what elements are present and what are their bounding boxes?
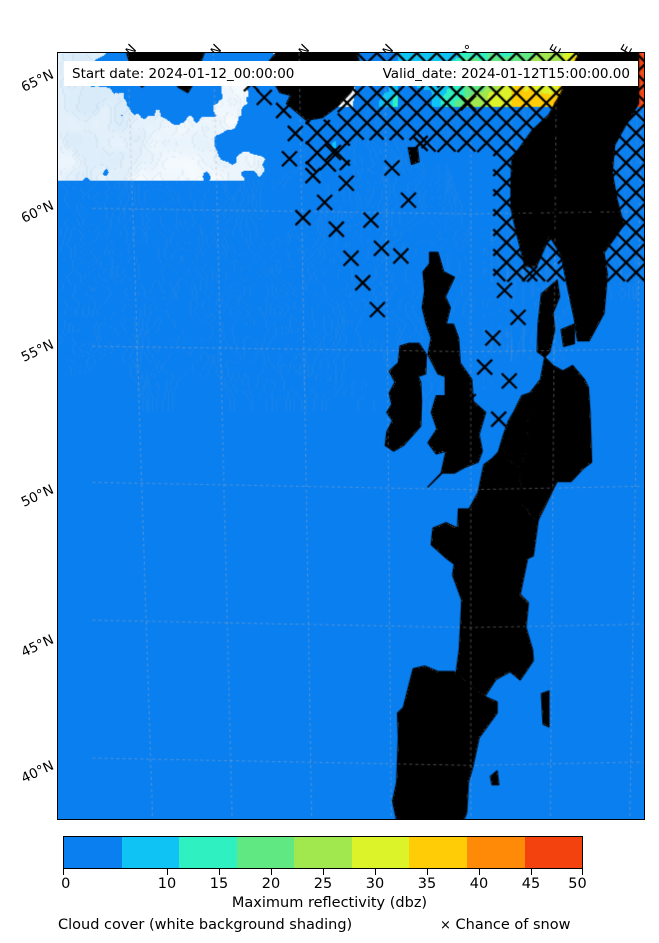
colorbar-label-8: 45 — [521, 876, 541, 892]
colorbar-container: 0 10 15 20 25 30 35 40 45 50 — [61, 836, 587, 892]
chance-of-snow-legend: × Chance of snow — [440, 917, 570, 933]
colorbar-tick-2 — [219, 869, 221, 875]
date-info-banner: Start date: 2024-01-12_00:00:00 Valid_da… — [64, 61, 638, 86]
latitude-tick-4: 45°N — [18, 631, 57, 661]
latitude-tick-1: 60°N — [18, 197, 57, 227]
colorbar-tick-9 — [581, 869, 583, 875]
colorbar-segment-1 — [121, 837, 180, 868]
reflectivity-colorbar — [63, 836, 583, 869]
latitude-tick-0: 65°N — [18, 66, 57, 96]
chance-of-snow-label: Chance of snow — [455, 917, 571, 933]
start-date-label: Start date: 2024-01-12_00:00:00 — [72, 65, 295, 82]
colorbar-tick-4 — [323, 869, 325, 875]
colorbar-segment-4 — [294, 837, 352, 868]
snow-x-icon: × — [440, 918, 451, 933]
colorbar-label-3: 20 — [261, 876, 281, 892]
colorbar-tick-5 — [375, 869, 377, 875]
colorbar-label-2: 15 — [209, 876, 229, 892]
colorbar-title: Maximum reflectivity (dbz) — [231, 895, 428, 911]
colorbar-segment-7 — [466, 837, 525, 868]
colorbar-tick-labels: 0 10 15 20 25 30 35 40 45 50 — [61, 876, 587, 896]
valid-date-label: Valid_date: 2024-01-12T15:00:00.00 — [382, 65, 630, 82]
latitude-tick-3: 50°N — [18, 481, 57, 511]
reflectivity-map-canvas — [58, 53, 644, 819]
latitude-tick-5: 40°N — [18, 757, 57, 787]
latitude-tick-2: 55°N — [18, 337, 57, 367]
colorbar-segment-2 — [179, 837, 237, 868]
colorbar-label-4: 25 — [313, 876, 333, 892]
colorbar-tick-8 — [531, 869, 533, 875]
colorbar-tick-0 — [63, 869, 65, 875]
colorbar-label-0: 0 — [61, 876, 71, 892]
colorbar-tick-1 — [167, 869, 169, 875]
legend-row: Cloud cover (white background shading) ×… — [0, 917, 659, 937]
colorbar-label-5: 30 — [365, 876, 385, 892]
colorbar-tick-6 — [427, 869, 429, 875]
colorbar-segment-0 — [64, 837, 122, 868]
colorbar-label-9: 50 — [568, 876, 587, 892]
colorbar-label-6: 35 — [417, 876, 437, 892]
colorbar-segment-3 — [236, 837, 295, 868]
cloud-cover-legend: Cloud cover (white background shading) — [58, 917, 353, 933]
colorbar-segment-6 — [409, 837, 467, 868]
colorbar-tick-3 — [271, 869, 273, 875]
colorbar-segment-5 — [351, 837, 410, 868]
colorbar-tick-7 — [479, 869, 481, 875]
colorbar-label-7: 40 — [469, 876, 489, 892]
colorbar-segment-8 — [524, 837, 583, 868]
map-plot-area — [57, 52, 645, 820]
colorbar-label-1: 10 — [157, 876, 177, 892]
colorbar-ticks — [63, 869, 583, 876]
